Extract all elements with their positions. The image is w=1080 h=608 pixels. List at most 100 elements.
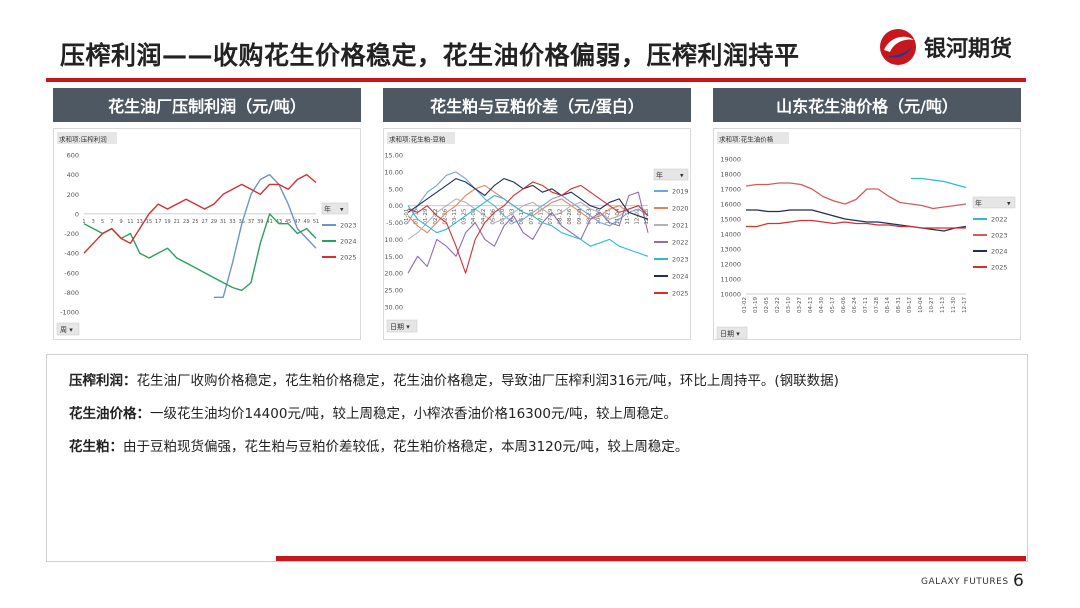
x-tick-label: 02-12 [433,209,439,225]
x-tick-label: 13 [136,219,142,225]
series-line-2022 [407,191,649,274]
x-tick-label: 17 [155,219,161,225]
x-tick-label: 41 [266,219,272,225]
x-tick-label: 10-21 [606,209,612,225]
axis-filter-button [386,319,418,333]
x-tick-label: 09-23 [586,208,592,224]
x-tick-label: 03-11 [452,209,458,225]
y-tick-label: 19000 [720,156,741,164]
field-label: 求和项:压榨利润 [59,135,107,144]
y-tick-label: -30.00 [384,304,403,312]
legend-label: 2022 [672,239,689,247]
x-tick-label: 49 [304,219,310,225]
x-tick-label: 12-16 [644,208,650,224]
x-tick-label: 25 [192,219,198,225]
x-tick-label: 31 [220,219,226,225]
y-tick-label: 10.00 [384,168,403,176]
x-tick-label: 03-10 [786,297,792,313]
x-tick-label: 05-06 [490,208,496,224]
legend-label: 2023 [340,222,357,230]
legend-label: 2024 [672,273,689,281]
y-tick-label: -200 [64,230,79,238]
x-tick-label: 05-20 [500,208,506,224]
y-tick-label: 15.00 [384,152,403,160]
legend-label: 2024 [991,248,1008,256]
legend-title: 年 [656,171,663,180]
field-label-tag [57,132,117,144]
y-tick-label: -25.00 [384,287,403,295]
x-tick-label: 01-02 [742,297,748,313]
y-tick-label: 5.00 [389,185,403,193]
x-tick-label: 01-01 [404,209,410,225]
x-tick-label: 45 [285,219,291,225]
legend-label: 2021 [672,222,689,230]
x-tick-label: 04-22 [481,209,487,225]
x-tick-label: 08-12 [558,209,564,225]
x-tick-label: 07-28 [874,297,880,313]
chart-panel-crush-profit: 求和项:压榨利润 600 400 200 0 -200 -400 -600 -800 -1000 1… [53,128,361,340]
oil-price-chart: 求和项:花生油价格 19000 18000 17000 16000 15000 14000 1… [716,132,1016,339]
y-tick-label: -1000 [60,309,79,317]
x-tick-label: 06-17 [519,208,525,224]
series-line-2023 [407,194,649,257]
legend-label: 2024 [340,238,357,246]
legend-label: 2025 [991,264,1008,272]
y-tick-label: -10.00 [384,236,403,244]
x-tick-label: 10-27 [929,297,935,313]
x-tick-label: 39 [257,219,263,225]
series-line-2025 [83,173,317,254]
x-tick-label: 08-26 [567,208,573,224]
y-tick-label: -800 [64,289,79,297]
x-tick-label: 11-13 [940,297,946,313]
x-tick-label: 01-15 [414,208,420,224]
x-tick-label: 37 [248,219,254,225]
legend-title: 年 [975,199,982,208]
chart-panel-meal-spread: 求和项:花生粕-豆粕 15.00 10.00 5.00 0.00 -5.00 -10.00 -… [383,128,691,340]
y-tick-label: 16000 [720,201,741,209]
x-tick-label: 03-27 [797,297,803,313]
x-tick-label: 09-09 [577,208,583,224]
chart-panel-oil-price: 求和项:花生油价格 19000 18000 17000 16000 15000 14000 1… [713,128,1021,340]
legend-filter-icon: ▾ [1007,200,1011,208]
chart-header-meal-spread: 花生粕与豆粕价差（元/蛋白） [383,88,691,122]
series-line-2024 [83,213,317,292]
commentary-peanut-meal: 花生粕：由于豆粕现货偏强，花生粕与豆粕价差较低，花生粕价格稳定，本周3120元/… [69,435,688,455]
field-label: 求和项:花生油价格 [719,135,774,144]
x-tick-label: 29 [211,219,217,225]
y-tick-label: 17000 [720,186,741,194]
x-tick-label: 09-17 [907,297,913,313]
y-tick-label: -20.00 [384,270,403,278]
axis-filter-button [716,326,748,339]
title-underline [46,78,1026,82]
x-tick-label: 27 [201,219,207,225]
legend-label: 2020 [672,205,689,213]
chart-header-crush-profit: 花生油厂压制利润（元/吨） [53,88,361,122]
y-tick-label: 12000 [720,261,741,269]
x-tick-label: 06-06 [841,297,847,313]
commentary-text: 由于豆粕现货偏强，花生粕与豆粕价差较低，花生粕价格稳定，本周3120元/吨，较上… [123,439,689,455]
x-tick-label: 43 [276,219,282,225]
axis-filter-label: 周 ▾ [60,326,73,334]
x-tick-label: 51 [313,219,319,225]
galaxy-logo-icon [880,29,916,65]
y-tick-label: 0 [75,210,79,218]
x-tick-label: 02-26 [442,208,448,224]
commentary-label: 花生粕： [69,439,123,455]
commentary-crush-profit: 压榨利润：花生油厂收购价格稳定，花生粕价格稳定，花生油价格稳定，导致油厂压榨利润… [69,369,839,389]
legend-title: 年 [324,205,331,214]
x-tick-label: 47 [294,219,300,225]
x-tick-label: 07-01 [529,209,535,225]
legend-filter-icon: ▾ [340,206,344,214]
y-tick-label: -400 [64,250,79,258]
x-tick-label: 11-18 [625,208,631,224]
x-tick-label: 01-19 [753,297,759,313]
x-tick-label: 02-05 [764,297,770,313]
legend-title-box [653,168,689,181]
series-line-2025 [746,219,966,229]
commentary-text: 花生油厂收购价格稳定，花生粕价格稳定，花生油价格稳定，导致油厂压榨利润316元/… [136,373,839,389]
x-tick-label: 01-29 [423,208,429,224]
x-tick-label: 07-15 [538,208,544,224]
x-tick-label: 7 [110,219,113,225]
x-tick-label: 12-02 [634,209,640,225]
x-tick-label: 04-13 [808,297,814,313]
